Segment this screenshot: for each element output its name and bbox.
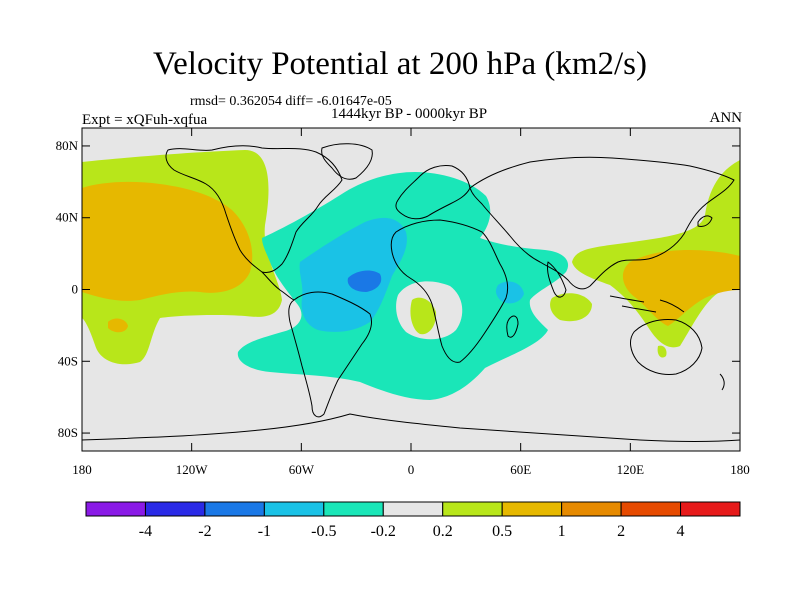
- colorbar-label-2: -1: [258, 523, 271, 540]
- colorbar-label-3: -0.5: [311, 523, 336, 540]
- lon-tick-label-5: 120E: [617, 462, 645, 477]
- coast-new-zealand: [719, 373, 725, 391]
- coast-japan: [697, 215, 713, 227]
- colorbar-box-10: [680, 501, 741, 517]
- colorbar-box-7: [501, 501, 563, 517]
- contour-indian-positive: [550, 293, 592, 322]
- lon-tick-label-2: 60W: [289, 462, 315, 477]
- experiment-label: Expt = xQFuh-xqfua: [82, 112, 208, 128]
- lon-tick-label-4: 60E: [510, 462, 531, 477]
- colorbar-box-4: [323, 501, 384, 517]
- colorbar-label-6: 0.5: [492, 523, 512, 540]
- colorbar-label-9: 4: [677, 523, 685, 540]
- lat-tick-label-3: 40S: [58, 353, 78, 368]
- colorbar: -4 -2 -1 -0.5 -0.2 0.2 0.5 1 2 4: [85, 501, 741, 540]
- contour-atlantic-negative-core: [347, 270, 382, 292]
- latitude-axis: 80N 40N 0 40S 80S: [56, 138, 740, 440]
- colorbar-box-9: [620, 501, 682, 517]
- coast-india: [547, 261, 567, 298]
- coast-south-america: [288, 291, 373, 418]
- colorbar-box-2: [204, 501, 265, 517]
- colorbar-label-0: -4: [139, 523, 152, 540]
- coast-north-america: [165, 145, 343, 273]
- coast-australia: [630, 319, 703, 375]
- lat-tick-label-4: 80S: [58, 425, 78, 440]
- coast-indonesia: [609, 295, 685, 313]
- colorbar-label-5: 0.2: [433, 523, 453, 540]
- colorbar-box-0: [85, 501, 146, 517]
- colorbar-box-6: [442, 501, 503, 517]
- lat-tick-label-1: 40N: [56, 210, 79, 225]
- coast-asia: [469, 156, 735, 290]
- colorbar-label-4: -0.2: [371, 523, 396, 540]
- lon-tick-label-1: 120W: [176, 462, 209, 477]
- contour-atlantic-negative: [237, 172, 569, 400]
- colorbar-label-8: 2: [617, 523, 625, 540]
- season-label: ANN: [709, 110, 743, 126]
- longitude-axis: 180 120W 60W 0 60E 120E 180: [72, 128, 750, 477]
- lon-tick-label-3: 0: [408, 462, 415, 477]
- stats-line: rmsd= 0.362054 diff= -6.01647e-05: [190, 94, 392, 109]
- coast-madagascar: [506, 315, 519, 338]
- coastlines: [82, 143, 740, 442]
- coast-europe: [395, 165, 471, 220]
- contour-arabia-negative-mid: [495, 281, 524, 304]
- coast-africa: [390, 219, 509, 363]
- colorbar-box-1: [144, 501, 206, 517]
- lat-tick-label-2: 0: [72, 282, 79, 297]
- colorbar-box-8: [561, 501, 622, 517]
- coast-central-america: [261, 271, 295, 301]
- contour-australia-positive: [657, 345, 667, 358]
- contour-africa-positive-inner: [410, 297, 437, 335]
- contour-pacific-west-strong: [622, 250, 740, 326]
- plot-title: Velocity Potential at 200 hPa (km2/s): [152, 46, 648, 82]
- colorbar-box-5: [382, 501, 444, 517]
- lon-tick-label-6: 180: [730, 462, 750, 477]
- contour-pacific-east-spot: [108, 318, 128, 333]
- colorbar-box-3: [263, 501, 325, 517]
- map-area: [82, 128, 740, 451]
- period-label: 1444kyr BP - 0000kyr BP: [330, 106, 488, 122]
- coast-antarctica: [82, 413, 740, 442]
- colorbar-label-1: -2: [198, 523, 211, 540]
- coast-greenland: [321, 143, 373, 180]
- contour-pacific-east-strong: [82, 181, 253, 301]
- lat-tick-label-0: 80N: [56, 138, 79, 153]
- colorbar-label-7: 1: [558, 523, 566, 540]
- lon-tick-label-0: 180: [72, 462, 92, 477]
